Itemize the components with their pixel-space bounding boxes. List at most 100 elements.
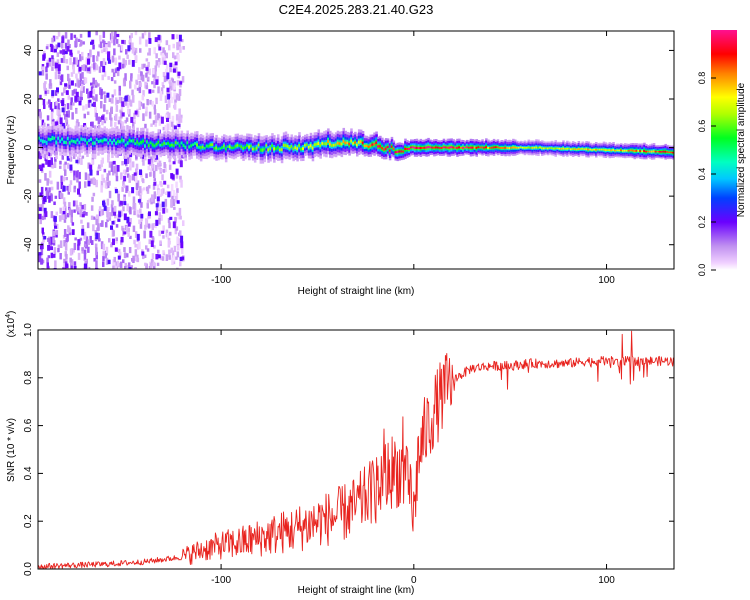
band-cell: [267, 148, 270, 152]
noise-speckle: [164, 164, 167, 173]
noise-speckle: [124, 266, 127, 269]
band-cell: [330, 143, 334, 147]
noise-speckle: [79, 39, 83, 46]
noise-speckle-strong: [124, 159, 127, 165]
noise-speckle-strong: [179, 256, 183, 262]
band-cell: [325, 142, 328, 146]
band-cell: [198, 145, 201, 149]
noise-speckle: [68, 78, 71, 85]
noise-speckle-strong: [155, 203, 159, 208]
snr-panel: -100 0 100 0.0 0.2 0.4 0.6 0.8 1.0 Height of str…: [5, 311, 675, 596]
noise-speckle: [112, 265, 115, 269]
noise-speckle: [127, 108, 130, 115]
band-cell: [477, 146, 480, 148]
noise-speckle-strong: [172, 221, 176, 229]
noise-speckle: [81, 247, 84, 252]
noise-speckle: [56, 109, 59, 116]
noise-speckle: [134, 243, 137, 248]
noise-speckle: [131, 89, 134, 96]
noise-speckle: [77, 122, 80, 127]
noise-speckle: [106, 215, 110, 220]
noise-speckle: [135, 154, 138, 159]
band-cell: [606, 149, 610, 151]
snr-axes: -100 0 100 0.0 0.2 0.4 0.6 0.8 1.0: [23, 323, 674, 586]
noise-speckle: [102, 243, 106, 251]
noise-speckle: [99, 87, 102, 95]
band-cell: [508, 147, 511, 150]
band-cell: [512, 146, 515, 149]
noise-speckle: [71, 112, 74, 120]
noise-speckle-strong: [150, 240, 154, 248]
noise-speckle: [134, 256, 137, 262]
noise-speckle: [90, 215, 94, 220]
noise-speckle: [110, 120, 113, 127]
noise-speckle: [70, 33, 73, 40]
band-cell: [296, 147, 299, 151]
noise-speckle-strong: [61, 100, 65, 107]
noise-speckle: [50, 194, 53, 202]
noise-speckle-strong: [90, 41, 93, 45]
noise-speckle: [141, 95, 145, 101]
band-cell: [591, 149, 594, 151]
noise-speckle: [92, 224, 95, 232]
noise-speckle: [114, 114, 118, 121]
noise-speckle: [118, 96, 122, 104]
noise-speckle: [103, 71, 107, 77]
band-cell: [178, 144, 182, 148]
noise-speckle: [177, 54, 180, 62]
band-cell: [548, 147, 552, 149]
noise-speckle: [150, 123, 153, 127]
noise-speckle: [85, 104, 88, 110]
band-cell: [550, 147, 554, 149]
noise-speckle: [69, 257, 72, 263]
band-cell: [639, 150, 642, 152]
band-cell: [327, 139, 330, 143]
noise-speckle: [139, 48, 142, 53]
noise-speckle-strong: [174, 61, 178, 66]
noise-speckle: [178, 88, 182, 97]
band-cell: [585, 148, 588, 151]
noise-speckle-strong: [38, 252, 42, 256]
band-cell: [57, 136, 60, 140]
noise-speckle: [128, 191, 131, 197]
noise-speckle: [162, 85, 165, 89]
band-cell: [392, 147, 396, 150]
band-cell: [446, 146, 450, 149]
noise-speckle: [175, 181, 178, 188]
noise-speckle: [144, 123, 147, 129]
noise-speckle: [83, 249, 87, 255]
noise-speckle: [63, 87, 66, 94]
noise-speckle: [151, 236, 155, 240]
noise-speckle: [48, 100, 51, 108]
band-cell: [346, 141, 349, 145]
noise-speckle: [114, 122, 117, 127]
noise-speckle: [126, 102, 130, 109]
noise-speckle: [168, 249, 171, 258]
noise-speckle: [117, 44, 121, 48]
noise-speckle: [70, 72, 74, 77]
band-cell: [625, 149, 629, 152]
noise-speckle: [104, 180, 108, 189]
noise-speckle: [63, 201, 67, 209]
band-cell: [251, 147, 255, 151]
noise-speckle: [87, 92, 90, 99]
noise-speckle-strong: [87, 31, 91, 38]
noise-speckle: [90, 205, 94, 211]
noise-speckle-strong: [116, 67, 120, 71]
band-cell: [282, 143, 286, 147]
band-cell: [288, 146, 292, 150]
noise-speckle-strong: [42, 54, 46, 61]
noise-speckle-strong: [107, 259, 111, 265]
noise-speckle: [158, 217, 161, 225]
band-cell: [74, 140, 78, 144]
noise-speckle: [81, 84, 84, 88]
noise-speckle: [136, 257, 140, 263]
noise-speckle: [164, 95, 168, 103]
noise-speckle: [72, 102, 75, 106]
band-cell: [294, 146, 297, 150]
noise-speckle: [59, 207, 62, 214]
noise-speckle: [52, 122, 56, 126]
noise-speckle: [110, 39, 114, 44]
noise-speckle: [142, 113, 145, 122]
band-cell: [452, 146, 455, 149]
